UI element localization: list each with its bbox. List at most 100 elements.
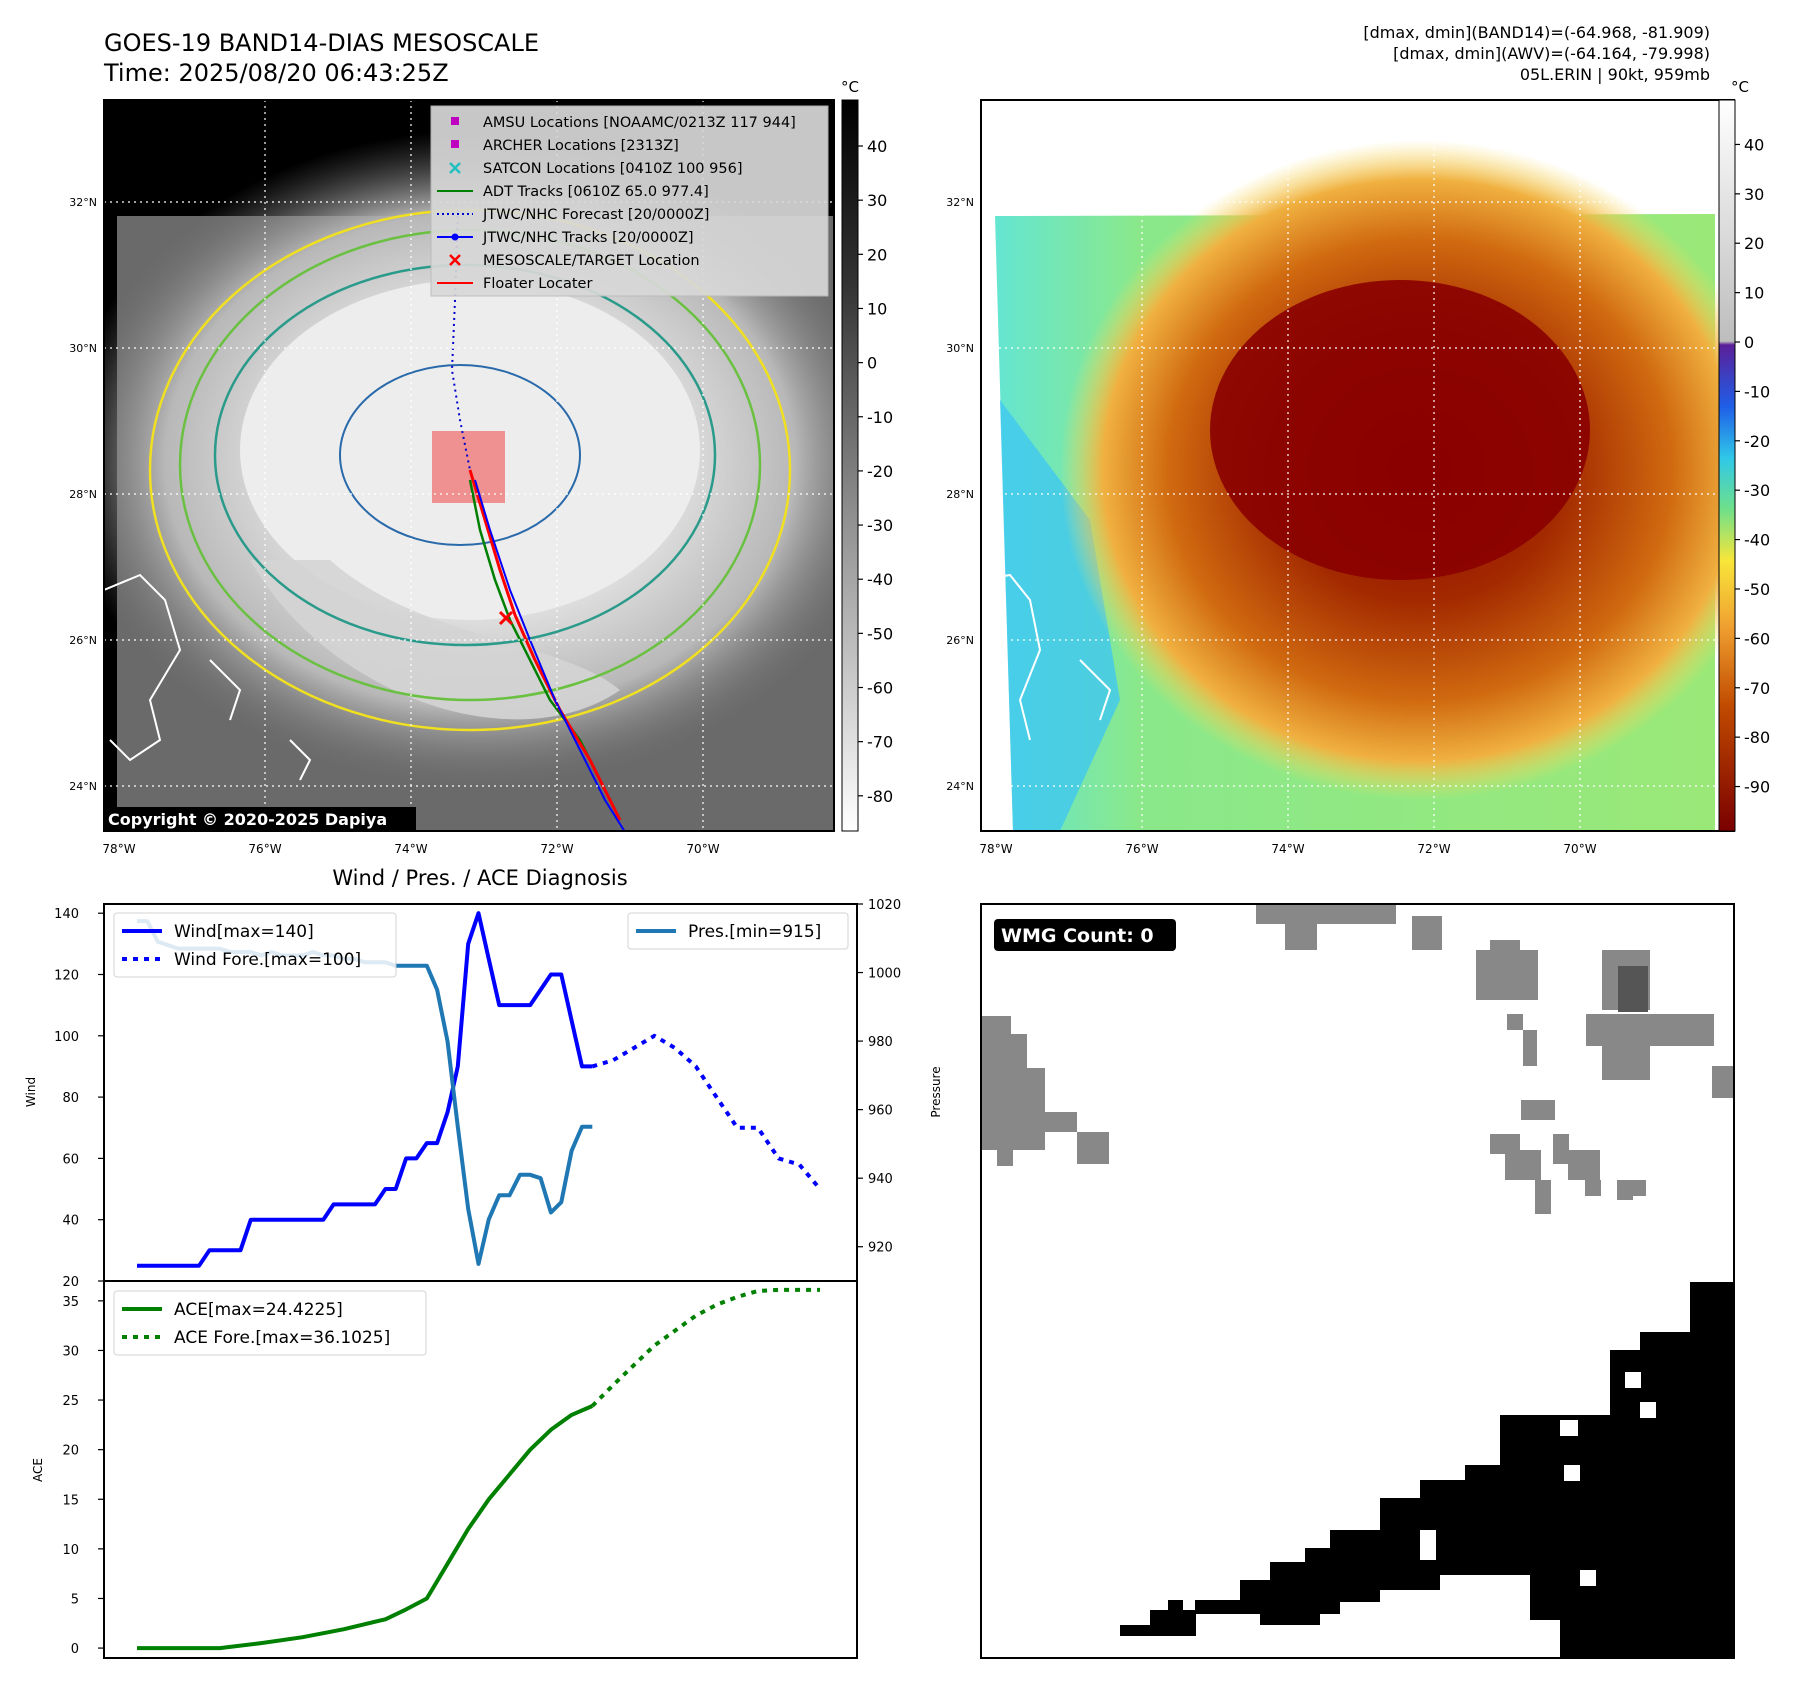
ace-tick-label-5: 25: [62, 1394, 79, 1409]
wind-y-axis: 20 40 60 80 100 120 140: [54, 907, 104, 1290]
figure-time: Time: 2025/08/20 06:43:25Z: [103, 59, 449, 87]
ir-lat-28: 28°N: [69, 488, 97, 501]
wmg-white-holes: [1420, 1372, 1656, 1586]
ace-ylabel: ACE: [31, 1458, 45, 1482]
ir-cbar-tick-label-4: 0: [867, 354, 877, 373]
ir-legend-label-7: Floater Locater: [483, 276, 592, 292]
wv-lon-72: 72°W: [1417, 842, 1450, 856]
wv-cbar-tick-label-3: 10: [1744, 284, 1764, 303]
ir-lat-30: 30°N: [69, 342, 97, 355]
ir-legend-box: [430, 105, 829, 297]
wv-cbar-tick-label-8: -40: [1744, 531, 1770, 550]
copyright-box: [104, 807, 416, 831]
ir-legend-label-6: MESOSCALE/TARGET Location: [483, 253, 700, 269]
ace-legend-label-0: ACE[max=24.4225]: [174, 1300, 343, 1320]
ir-lon-labels: 78°W 76°W 74°W 72°W 70°W: [102, 842, 719, 856]
ir-lon-70: 70°W: [686, 842, 719, 856]
wind-tick-label-2: 60: [62, 1152, 79, 1167]
figure-title: GOES-19 BAND14-DIAS MESOSCALE: [104, 29, 539, 57]
wv-cbar-tick-label-11: -70: [1744, 679, 1770, 698]
wv-lat-28: 28°N: [946, 488, 974, 501]
wind-ylabel: Wind: [24, 1077, 38, 1107]
wv-lat-30: 30°N: [946, 342, 974, 355]
wv-lat-26: 26°N: [946, 634, 974, 647]
wind-legend-box: [113, 912, 397, 978]
ir-lon-72: 72°W: [540, 842, 573, 856]
ir-cbar-tick-label-11: -70: [867, 733, 893, 752]
wmg-count-box: [994, 919, 1176, 951]
wind-chart-series-1: [591, 1033, 822, 1191]
wmg-panel: WMG Count: 0: [980, 903, 1735, 1659]
ace-legend-label-1: ACE Fore.[max=36.1025]: [174, 1328, 390, 1348]
info-band14: [dmax, dmin](BAND14)=(-64.968, -81.909): [1363, 23, 1710, 42]
wind-legend-label-0: Wind[max=140]: [174, 922, 314, 942]
ir-legend-label-1: ARCHER Locations [2313Z]: [483, 138, 679, 154]
floater-track: [468, 469, 622, 821]
ace-y-axis: 0 5 10 15 20 25 30 35: [62, 1295, 104, 1657]
wv-lon-74: 74°W: [1271, 842, 1304, 856]
wind-legend-label-1: Wind Fore.[max=100]: [174, 950, 361, 970]
wv-cbar-tick-label-0: 40: [1744, 135, 1764, 154]
wmg-black-dot: [1168, 1600, 1183, 1615]
ace-legend: ACE[max=24.4225] ACE Fore.[max=36.1025]: [113, 1290, 427, 1356]
pressure-legend: Pres.[min=915]: [627, 912, 849, 950]
ir-legend-label-0: AMSU Locations [NOAAMC/0213Z 117 944]: [483, 115, 796, 131]
wv-cbar-tick-label-10: -60: [1744, 629, 1770, 648]
ir-frame: [103, 99, 835, 832]
ir-legend-marker-1: [451, 140, 459, 148]
ir-map-panel: AMSU Locations [NOAAMC/0213Z 117 944] ARC…: [69, 78, 893, 856]
pressure-legend-box: [627, 912, 849, 950]
ir-cbar-tick-label-6: -20: [867, 462, 893, 481]
wv-colorbar-unit: °C: [1731, 78, 1749, 96]
ir-cbar-tick-label-0: 40: [867, 137, 887, 156]
wv-colorbar-ticks: 40 30 20 10 0 -10 -20 -30 -40 -50 -60 -70 -80 -90: [1735, 135, 1770, 797]
ir-legend-marker-2: [449, 162, 461, 174]
wv-dry-slot: [1000, 400, 1120, 831]
ir-cbar-tick-label-12: -80: [867, 787, 893, 806]
wv-lon-labels: 78°W 76°W 74°W 72°W 70°W: [979, 842, 1596, 856]
pressure-tick-label-1: 940: [868, 1172, 893, 1187]
pressure-tick-label-3: 980: [868, 1035, 893, 1050]
ace-chart-series-0: [137, 1404, 594, 1651]
wv-cbar-tick-label-5: -10: [1744, 382, 1770, 401]
ir-cbar-tick-label-9: -50: [867, 624, 893, 643]
wmg-frame: [980, 903, 1735, 1659]
pressure-y-axis: 920 940 960 980 1000 1020: [857, 898, 901, 1256]
pressure-tick-label-4: 1000: [868, 967, 901, 982]
copyright-text: Copyright © 2020-2025 Dapiya: [108, 810, 387, 829]
ir-cbar-tick-label-2: 20: [867, 245, 887, 264]
mesoscale-target-marker: [498, 610, 514, 626]
wv-cbar-tick-label-7: -30: [1744, 481, 1770, 500]
wmg-count-label: WMG Count: 0: [1001, 925, 1154, 947]
wv-cbar-tick-label-13: -90: [1744, 778, 1770, 797]
wv-cbar-tick-label-4: 0: [1744, 333, 1754, 352]
wv-lon-70: 70°W: [1563, 842, 1596, 856]
ir-legend: AMSU Locations [NOAAMC/0213Z 117 944] ARC…: [430, 105, 829, 297]
wind-legend: Wind[max=140] Wind Fore.[max=100]: [113, 912, 397, 978]
ir-lon-76: 76°W: [248, 842, 281, 856]
pressure-tick-label-5: 1020: [868, 898, 901, 913]
ace-legend-box: [113, 1290, 427, 1356]
wv-gridlines: [981, 100, 1734, 831]
ir-lat-26: 26°N: [69, 634, 97, 647]
pressure-ylabel: Pressure: [929, 1066, 943, 1117]
wind-tick-label-4: 100: [54, 1030, 79, 1045]
wind-tick-label-6: 140: [54, 907, 79, 922]
ir-lat-32: 32°N: [69, 196, 97, 209]
wv-lon-76: 76°W: [1125, 842, 1158, 856]
ace-tick-label-0: 0: [71, 1642, 79, 1657]
wv-cbar-tick-label-2: 20: [1744, 234, 1764, 253]
wv-cbar-tick-label-9: -50: [1744, 580, 1770, 599]
wv-cbar-tick-label-1: 30: [1744, 185, 1764, 204]
info-awv: [dmax, dmin](AWV)=(-64.164, -79.998): [1393, 44, 1710, 63]
ir-legend-label-3: ADT Tracks [0610Z 65.0 977.4]: [483, 184, 709, 200]
wv-coastline: [981, 573, 1112, 741]
ir-cbar-tick-label-1: 30: [867, 191, 887, 210]
wv-lat-labels: 32°N 30°N 28°N 26°N 24°N: [946, 196, 974, 793]
ir-lon-78: 78°W: [102, 842, 135, 856]
ace-series-group: [137, 1287, 820, 1651]
ace-tick-label-4: 20: [62, 1444, 79, 1459]
wind-chart-series-0: [137, 911, 593, 1268]
ir-cbar-tick-label-7: -30: [867, 516, 893, 535]
ir-lon-74: 74°W: [394, 842, 427, 856]
